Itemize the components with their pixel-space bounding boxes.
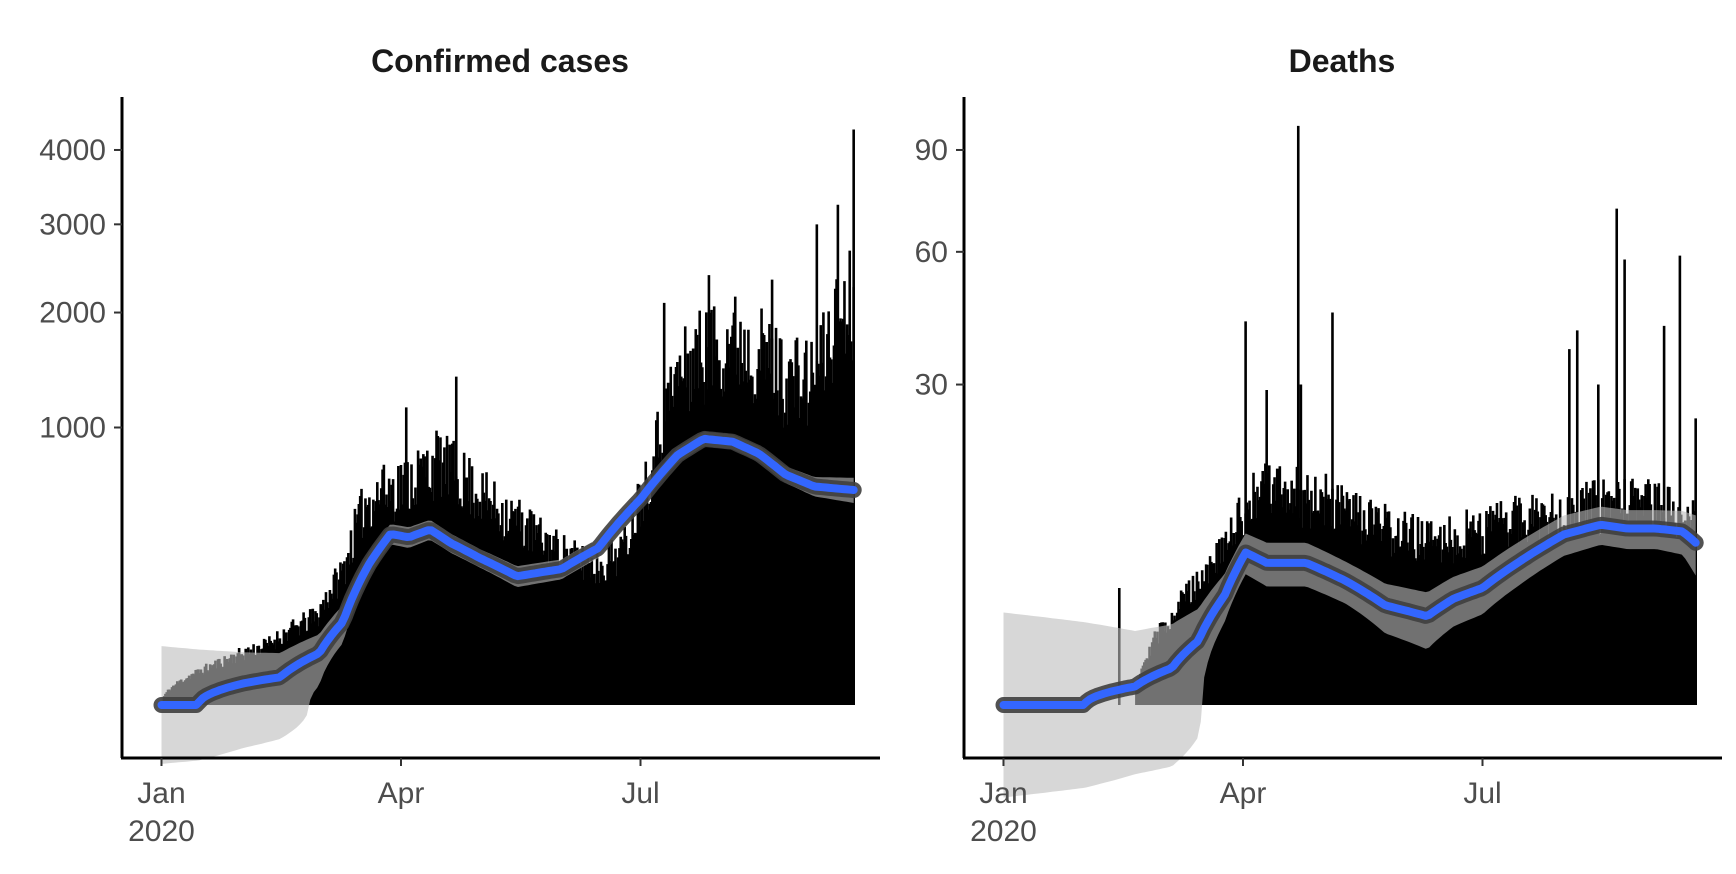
deaths-trend-line xyxy=(999,520,1700,709)
x-tick-label: Jul xyxy=(1463,777,1501,810)
deaths-y-ticks: 30 60 90 xyxy=(915,134,964,402)
y-tick-label: 3000 xyxy=(39,208,106,241)
deaths-panel: Deaths 30 60 90 Jan 2020 Apr Jul xyxy=(915,43,1722,848)
confirmed-cases-trend-ribbon xyxy=(161,431,854,764)
x-tick-label: Jul xyxy=(621,777,659,810)
x-tick-label: Apr xyxy=(1220,777,1267,810)
deaths-title: Deaths xyxy=(1289,43,1396,79)
confirmed-cases-panel: Confirmed cases 1000 2000 3000 4000 Jan 2020… xyxy=(39,43,880,848)
x-tick-label: Jan xyxy=(979,777,1027,810)
y-tick-label: 30 xyxy=(915,369,948,402)
x-tick-label: Apr xyxy=(378,777,425,810)
x-tick-sublabel: 2020 xyxy=(128,815,195,848)
deaths-trend-ribbon xyxy=(1003,506,1696,798)
confirmed-cases-title: Confirmed cases xyxy=(371,43,629,79)
y-tick-label: 90 xyxy=(915,134,948,167)
confirmed-cases-x-ticks: Jan 2020 Apr Jul xyxy=(128,758,660,848)
confirmed-cases-daily-spikes xyxy=(162,250,855,705)
x-tick-label: Jan xyxy=(137,777,185,810)
confirmed-cases-trend-line xyxy=(157,434,858,709)
confirmed-cases-y-ticks: 1000 2000 3000 4000 xyxy=(39,134,122,444)
y-tick-label: 2000 xyxy=(39,297,106,330)
y-tick-label: 1000 xyxy=(39,411,106,444)
x-tick-sublabel: 2020 xyxy=(970,815,1037,848)
y-tick-label: 4000 xyxy=(39,134,106,167)
deaths-x-ticks: Jan 2020 Apr Jul xyxy=(970,758,1502,848)
y-tick-label: 60 xyxy=(915,236,948,269)
